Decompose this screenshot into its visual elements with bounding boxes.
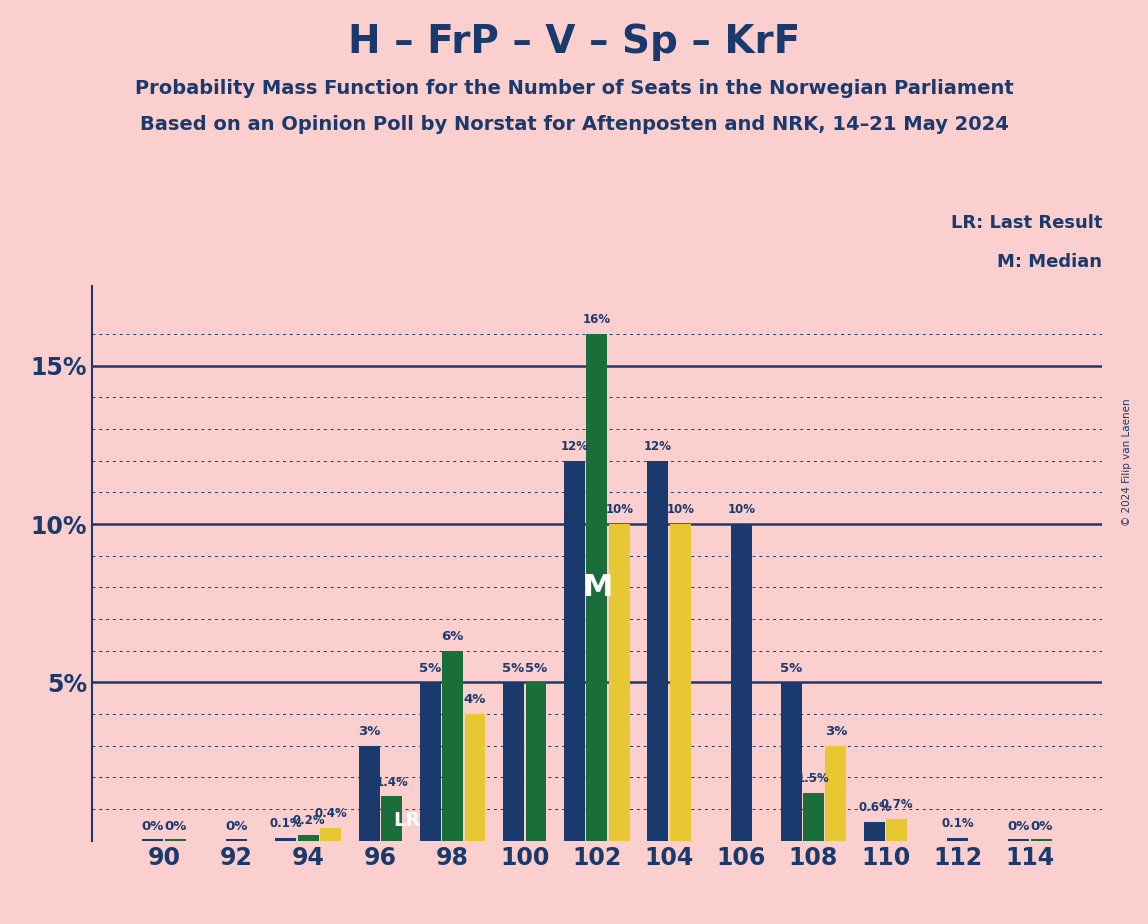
- Text: 10%: 10%: [728, 504, 755, 517]
- Bar: [825, 746, 846, 841]
- Bar: [381, 796, 402, 841]
- Bar: [320, 828, 341, 841]
- Text: M: M: [582, 573, 612, 602]
- Text: 0%: 0%: [1008, 820, 1030, 833]
- Text: 0.2%: 0.2%: [292, 814, 325, 827]
- Text: 6%: 6%: [442, 630, 464, 643]
- Text: 3%: 3%: [358, 725, 380, 738]
- Text: © 2024 Filip van Laenen: © 2024 Filip van Laenen: [1123, 398, 1132, 526]
- Bar: [669, 524, 691, 841]
- Bar: [781, 683, 801, 841]
- Text: 0.4%: 0.4%: [315, 808, 347, 821]
- Text: LR: Last Result: LR: Last Result: [951, 214, 1102, 232]
- Text: 0%: 0%: [225, 820, 247, 833]
- Text: 1.4%: 1.4%: [375, 775, 408, 788]
- Text: 0.1%: 0.1%: [941, 817, 974, 830]
- Text: H – FrP – V – Sp – KrF: H – FrP – V – Sp – KrF: [348, 23, 800, 61]
- Text: Probability Mass Function for the Number of Seats in the Norwegian Parliament: Probability Mass Function for the Number…: [134, 79, 1014, 98]
- Text: 0%: 0%: [141, 820, 164, 833]
- Bar: [802, 794, 824, 841]
- Text: 12%: 12%: [560, 440, 589, 453]
- Text: 5%: 5%: [779, 662, 802, 675]
- Bar: [503, 683, 525, 841]
- Text: 0.6%: 0.6%: [858, 801, 891, 814]
- Text: 0%: 0%: [1030, 820, 1053, 833]
- Bar: [420, 683, 441, 841]
- Text: 5%: 5%: [419, 662, 441, 675]
- Text: 1.5%: 1.5%: [797, 772, 830, 785]
- Bar: [587, 334, 607, 841]
- Bar: [276, 838, 296, 841]
- Bar: [142, 839, 163, 841]
- Text: 4%: 4%: [464, 693, 487, 706]
- Bar: [465, 714, 486, 841]
- Text: 0.1%: 0.1%: [270, 817, 302, 830]
- Text: 12%: 12%: [644, 440, 672, 453]
- Text: Based on an Opinion Poll by Norstat for Aftenposten and NRK, 14–21 May 2024: Based on an Opinion Poll by Norstat for …: [140, 116, 1008, 135]
- Text: 10%: 10%: [666, 504, 695, 517]
- Bar: [226, 839, 247, 841]
- Bar: [886, 819, 907, 841]
- Bar: [164, 839, 186, 841]
- Bar: [526, 683, 546, 841]
- Text: 3%: 3%: [824, 725, 847, 738]
- Bar: [647, 461, 668, 841]
- Text: 5%: 5%: [503, 662, 525, 675]
- Text: 10%: 10%: [605, 504, 634, 517]
- Bar: [359, 746, 380, 841]
- Text: M: Median: M: Median: [998, 253, 1102, 271]
- Bar: [731, 524, 752, 841]
- Text: LR: LR: [394, 811, 421, 831]
- Text: 5%: 5%: [525, 662, 548, 675]
- Bar: [1008, 839, 1030, 841]
- Bar: [442, 650, 463, 841]
- Bar: [864, 821, 885, 841]
- Bar: [297, 834, 319, 841]
- Text: 0%: 0%: [164, 820, 186, 833]
- Text: 16%: 16%: [583, 313, 611, 326]
- Bar: [564, 461, 585, 841]
- Bar: [947, 838, 968, 841]
- Bar: [608, 524, 630, 841]
- Text: 0.7%: 0.7%: [881, 797, 913, 810]
- Bar: [1031, 839, 1052, 841]
